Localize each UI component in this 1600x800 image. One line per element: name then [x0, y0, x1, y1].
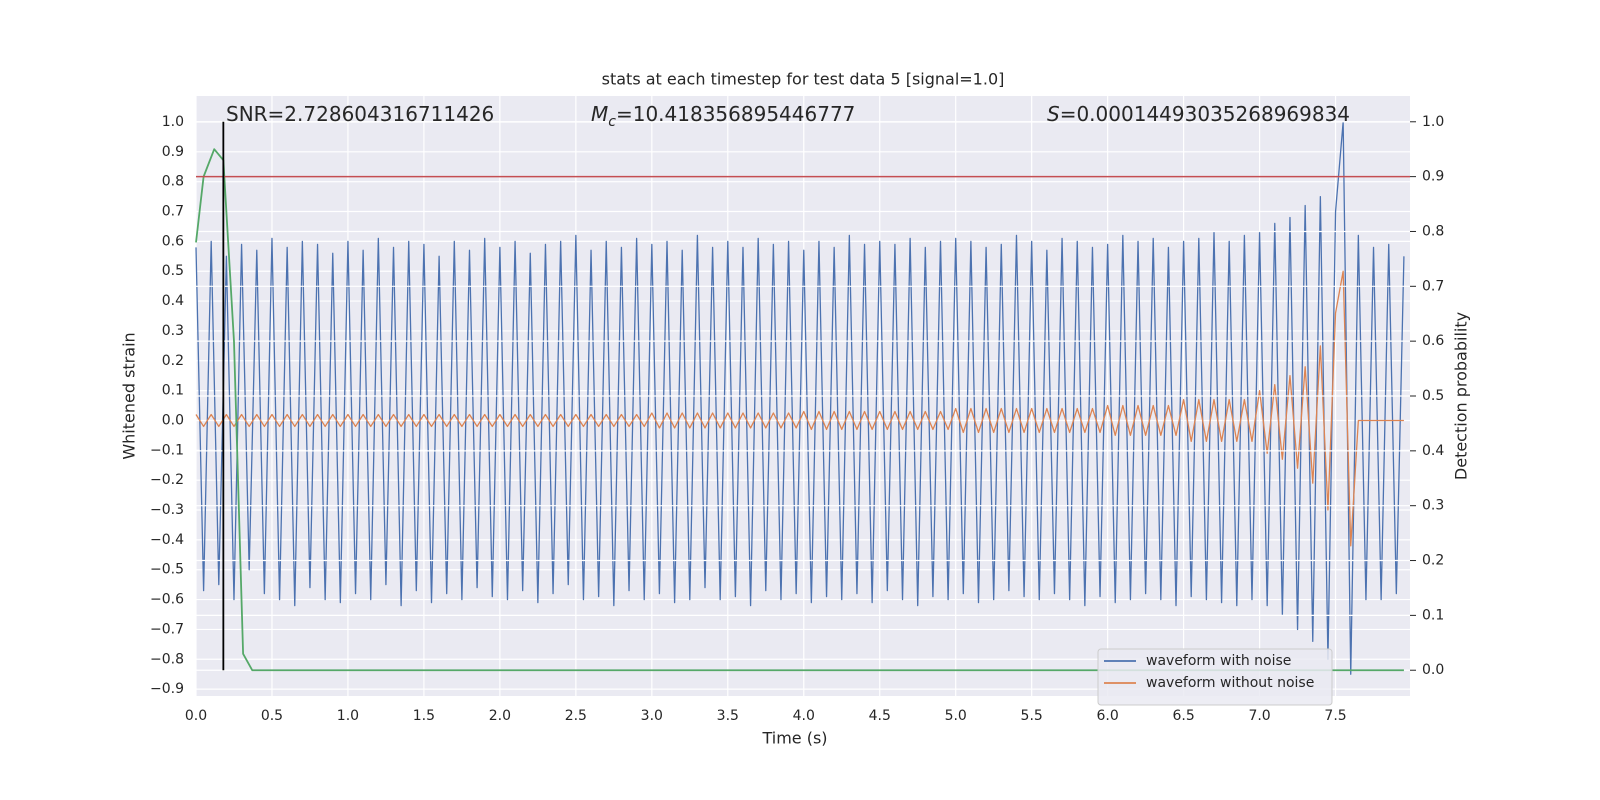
x-tick-label: 1.5 [413, 708, 435, 724]
y-tick-label: 0.7 [162, 204, 184, 220]
x-tick-label: 4.5 [869, 708, 891, 724]
y2-tick-label: 0.5 [1422, 388, 1444, 404]
y-tick-label: 0.4 [162, 293, 184, 309]
series-line [195, 148, 1404, 672]
x-tick-label: 3.5 [717, 708, 739, 724]
y2-tick-label: 0.2 [1422, 553, 1444, 569]
x-tick-label: 0.0 [185, 708, 207, 724]
x-tick-label: 6.5 [1172, 708, 1194, 724]
y-tick-label: −0.3 [150, 502, 184, 518]
annotation-text: =0.00014493035268969834 [1060, 102, 1350, 126]
x-tick-label: 3.0 [641, 708, 663, 724]
annotation-subscript: c [608, 114, 616, 130]
x-tick-label: 1.0 [337, 708, 359, 724]
x-tick-label: 2.5 [565, 708, 587, 724]
y2-tick-label: 0.6 [1422, 333, 1444, 349]
y-tick-label: 0.6 [162, 233, 184, 249]
y-tick-label: −0.6 [150, 592, 184, 608]
y-tick-label: 0.2 [162, 353, 184, 369]
annotation: S=0.00014493035268969834 [1047, 102, 1350, 126]
x-tick-label: 5.5 [1021, 708, 1043, 724]
y2-tick-label: 0.3 [1422, 498, 1444, 514]
legend-label: waveform with noise [1146, 653, 1291, 669]
y2-tick-label: 1.0 [1422, 114, 1444, 130]
annotation-symbol: S [1047, 102, 1060, 126]
annotation-symbol: M [591, 102, 608, 126]
legend-box [1097, 648, 1333, 706]
legend-label: waveform without noise [1146, 675, 1314, 691]
x-tick-label: 7.0 [1248, 708, 1270, 724]
x-tick-label: 5.0 [945, 708, 967, 724]
y-tick-label: −0.4 [150, 532, 184, 548]
y2-axis-label: Detection probability [1452, 312, 1471, 480]
annotation: Mc=10.418356895446777 [591, 102, 855, 130]
y-axis-label: Whitened strain [120, 332, 139, 459]
y-tick-label: 1.0 [162, 114, 184, 130]
y-tick-label: −0.2 [150, 472, 184, 488]
y2-tick-label: 0.7 [1422, 278, 1444, 294]
y-tick-label: 0.1 [162, 383, 184, 399]
x-tick-label: 6.0 [1097, 708, 1119, 724]
y-tick-label: −0.1 [150, 442, 184, 458]
chart-title: stats at each timestep for test data 5 [… [602, 70, 1005, 89]
x-axis-label: Time (s) [761, 729, 827, 748]
y2-tick-label: 0.8 [1422, 223, 1444, 239]
annotation-text: =10.418356895446777 [616, 102, 855, 126]
y-tick-label: −0.8 [150, 651, 184, 667]
y-tick-label: 0.9 [162, 144, 184, 160]
annotation-text: SNR=2.728604316711426 [226, 102, 494, 126]
x-tick-label: 7.5 [1324, 708, 1346, 724]
x-tick-label: 0.5 [261, 708, 283, 724]
x-tick-label: 2.0 [489, 708, 511, 724]
y2-tick-label: 0.4 [1422, 443, 1444, 459]
y-tick-label: −0.9 [150, 681, 184, 697]
y2-tick-label: 0.9 [1422, 169, 1444, 185]
y-tick-label: 0.3 [162, 323, 184, 339]
y2-tick-label: 0.0 [1422, 662, 1444, 678]
y-tick-label: 0.5 [162, 263, 184, 279]
y-tick-label: 0.8 [162, 174, 184, 190]
y2-tick-label: 0.1 [1422, 607, 1444, 623]
x-tick-label: 4.0 [793, 708, 815, 724]
y-tick-label: −0.7 [150, 621, 184, 637]
y-tick-label: −0.5 [150, 562, 184, 578]
y-tick-label: 0.0 [162, 412, 184, 428]
series-line [195, 270, 1404, 547]
annotation: SNR=2.728604316711426 [226, 102, 494, 126]
